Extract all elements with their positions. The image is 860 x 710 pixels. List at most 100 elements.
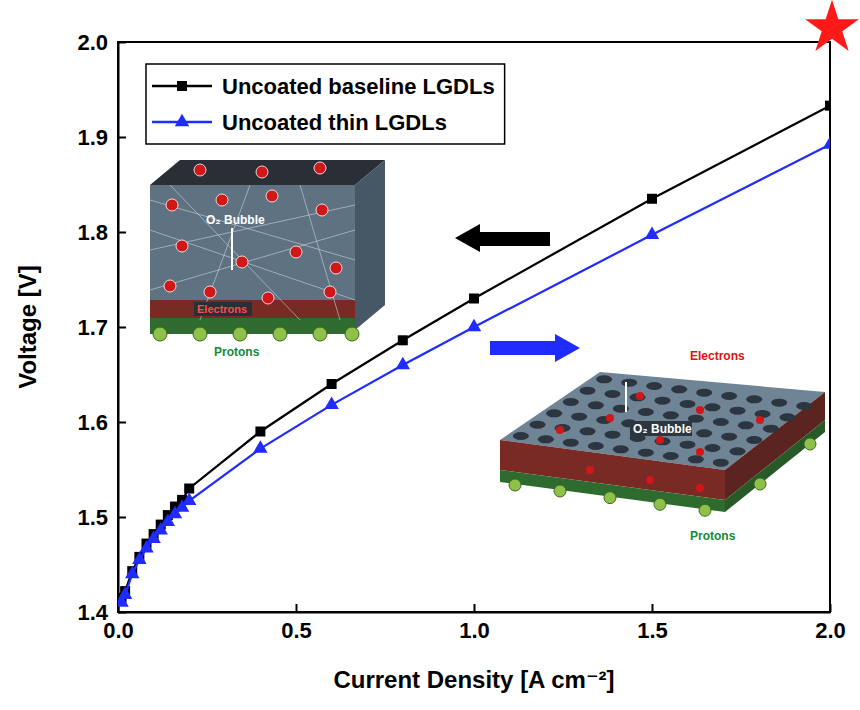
inset-pore [680, 400, 696, 408]
inset-layer [150, 300, 355, 318]
tick-mark [118, 517, 126, 519]
tick: 1.0 [459, 604, 490, 643]
inset-bubble [164, 280, 176, 292]
tick-label: 1.4 [77, 600, 108, 625]
legend-label: Uncoated thin LGDLs [222, 110, 447, 135]
inset-bubble [556, 426, 564, 434]
inset-pore [755, 410, 771, 418]
inset-pore [721, 392, 737, 400]
inset-proton [233, 327, 247, 341]
series-line [122, 106, 830, 598]
inset-pore [680, 441, 696, 449]
inset-proton [153, 327, 167, 341]
data-point [255, 427, 265, 437]
inset-fiber [300, 185, 340, 320]
inset-pore [563, 398, 579, 406]
inset-fiber [200, 185, 250, 320]
inset-pore [663, 411, 679, 419]
inset-proton [313, 327, 327, 341]
tick-mark [118, 422, 126, 424]
inset-pore [796, 402, 812, 410]
data-point [125, 566, 139, 578]
tick-label: 1.9 [77, 125, 108, 150]
data-point [118, 587, 132, 599]
inset-pore [530, 421, 546, 429]
inset-pore [638, 449, 654, 457]
inset-bubble [696, 448, 704, 456]
inset-pore [605, 431, 621, 439]
data-point [327, 379, 337, 389]
tick-label: 1.5 [77, 505, 108, 530]
inset-bubble [176, 240, 188, 252]
data-point [467, 319, 481, 331]
tick: 2.0 [815, 604, 846, 643]
inset-bubble [204, 286, 216, 298]
tick: 2.0 [77, 30, 126, 55]
inset-pore [538, 435, 554, 443]
inset-pore [638, 408, 654, 416]
inset-pore [771, 399, 787, 407]
inset-label: Protons [214, 345, 260, 359]
inset-pore [763, 425, 779, 433]
data-point [825, 101, 830, 111]
inset-bubble [586, 466, 594, 474]
tick-mark [118, 137, 126, 139]
inset-fiber [150, 200, 355, 260]
inset-face [725, 392, 825, 500]
data-point [823, 136, 830, 148]
inset-proton [754, 478, 766, 490]
tick-label: 1.0 [459, 618, 490, 643]
data-point [253, 440, 267, 452]
inset-pore [580, 387, 596, 395]
inset-fiber [150, 230, 355, 290]
tick: 1.9 [77, 125, 126, 150]
inset-arrow [625, 382, 627, 412]
data-point [396, 357, 410, 369]
inset-pore [605, 390, 621, 398]
legend-marker [175, 114, 189, 126]
legend-marker [177, 81, 187, 91]
tick-label: 1.5 [637, 618, 668, 643]
inset-pore [705, 444, 721, 452]
series-line [122, 145, 830, 603]
data-point [647, 194, 657, 204]
inset-bubble [696, 406, 704, 414]
inset-proton [554, 485, 566, 497]
inset-bubble [324, 286, 336, 298]
inset-pore [588, 442, 604, 450]
tick: 0.5 [281, 604, 312, 643]
inset-bubble [316, 204, 328, 216]
tick-mark [652, 604, 654, 612]
tick-mark [830, 604, 832, 612]
tick: 1.6 [77, 410, 126, 435]
legend-label: Uncoated baseline LGDLs [222, 74, 495, 99]
inset-pore [546, 409, 562, 417]
tick-label: 1.6 [77, 410, 108, 435]
x-axis: 0.00.51.01.52.0 [103, 604, 846, 643]
y-axis-title: Voltage [V] [14, 265, 41, 389]
inset-pore [596, 375, 612, 383]
inset-face [150, 160, 385, 185]
inset-bubble [216, 194, 228, 206]
inset-fiber [150, 230, 355, 300]
plot-area [118, 101, 830, 607]
tick-mark [474, 604, 476, 612]
inset-proton [273, 327, 287, 341]
inset-layer [500, 470, 725, 512]
data-point [182, 493, 196, 505]
data-point [324, 397, 338, 409]
inset-proton [699, 504, 711, 516]
inset-bubble [256, 166, 268, 178]
insets: O₂ BubbleElectronsProtonsO₂ BubbleElectr… [150, 160, 825, 543]
inset-proton [345, 327, 359, 341]
inset-pore [621, 379, 637, 387]
inset-pore [513, 432, 529, 440]
inset-pore [730, 447, 746, 455]
inset-pore [696, 389, 712, 397]
tick: 1.5 [77, 505, 126, 530]
inset-bubble [262, 292, 274, 304]
tick-label: 2.0 [815, 618, 846, 643]
legend-box [146, 64, 505, 144]
inset-face [355, 160, 385, 330]
inset-pore [705, 403, 721, 411]
